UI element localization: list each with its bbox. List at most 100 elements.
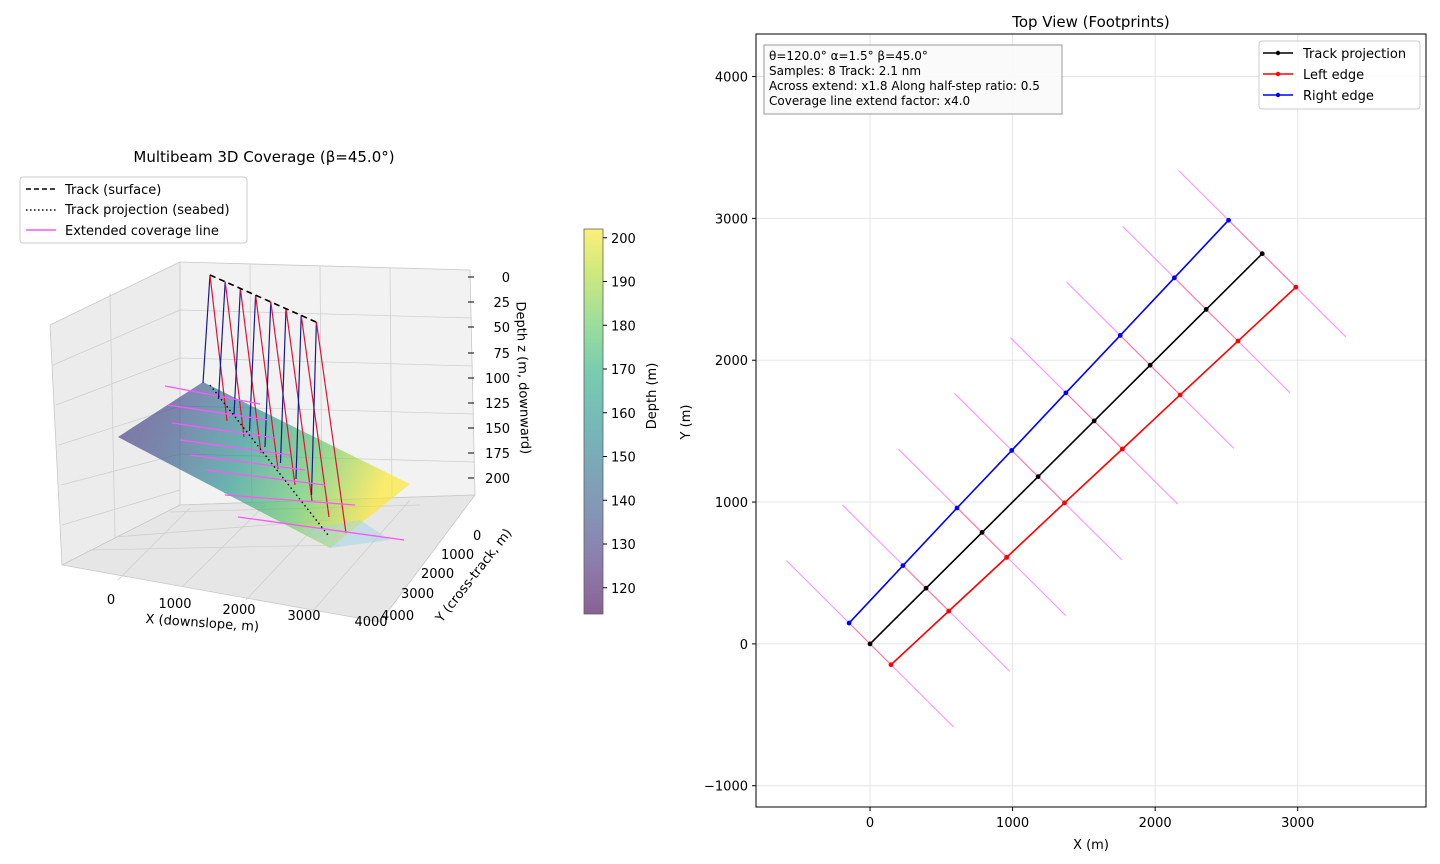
- legend-label: Left edge: [1303, 68, 1364, 83]
- pane-grid-line: [179, 357, 474, 367]
- pane-grid-line: [49, 261, 181, 326]
- beam-right-line: [315, 321, 347, 534]
- colorbar-tick-label: 130: [611, 538, 636, 553]
- x-tick-labels: 0 1000 2000 3000 4000: [107, 593, 388, 630]
- x-tick-label: 2000: [222, 603, 255, 618]
- track-seabed-line: [209, 384, 329, 536]
- beam-left-line: [295, 315, 302, 480]
- beam-right-line: [285, 308, 313, 502]
- grid-lines: [756, 34, 1426, 807]
- colorbar-tick-label: 160: [611, 407, 636, 422]
- y-tick-label: 2000: [421, 567, 454, 582]
- left-edge-point: [946, 608, 952, 614]
- colorbar-ticks: 120 130 140 150 160 170 180 190 200: [603, 232, 636, 597]
- track-projection-point: [1259, 251, 1265, 257]
- legend-frame: [1258, 40, 1421, 110]
- legend-label: Track projection (seabed): [64, 203, 230, 218]
- legend-label: Extended coverage line: [65, 224, 219, 239]
- beam-left-line: [248, 295, 257, 432]
- colorbar-tick-label: 170: [611, 363, 636, 378]
- y-tick-label: 4000: [381, 609, 414, 624]
- extended-coverage-line: [204, 469, 326, 486]
- y-axis-label-top-view: Y (m): [679, 405, 694, 441]
- info-line: Samples: 8 Track: 2.1 nm: [769, 64, 921, 78]
- legend-marker: [1275, 71, 1281, 77]
- beam-right-line: [239, 288, 262, 454]
- colorbar-tick-label: 120: [611, 582, 636, 597]
- extended-coverage-line: [189, 454, 306, 471]
- left-edge-point: [1235, 338, 1241, 344]
- pane-grid-line: [52, 309, 181, 366]
- left-edge-line: [890, 286, 1297, 666]
- axis-ticks: 0 1000 2000 3000 −1000 0 1000 2000 3000 4000: [704, 71, 1314, 831]
- pane-grid-line: [109, 292, 116, 538]
- extended-coverage-line: [224, 494, 356, 506]
- z-tick-label: 25: [493, 296, 510, 311]
- track-projection-point: [1203, 307, 1209, 312]
- extended-coverage-line: [171, 422, 277, 439]
- right-edge-point: [1226, 217, 1231, 223]
- y-tick-label: 0: [740, 638, 748, 653]
- colorbar-tick-label: 150: [611, 451, 636, 466]
- x-tick-label: 0: [866, 816, 874, 831]
- right-legend: Track projection Left edge Right edge: [1258, 40, 1421, 110]
- plot-frame: [755, 33, 1427, 808]
- right-edge-point: [900, 563, 906, 568]
- left-edge-point: [1004, 554, 1010, 560]
- pane-grid-line: [310, 499, 411, 614]
- left-edge-point: [888, 662, 894, 668]
- y-tick-label: −1000: [704, 780, 748, 795]
- legend-label: Right edge: [1303, 89, 1374, 104]
- z-tick-label: 100: [485, 372, 510, 387]
- colorbar: [583, 228, 604, 615]
- extended-coverage-lines-3d: [164, 385, 405, 541]
- extended-coverage-line: [237, 516, 405, 541]
- right-plot-title: Top View (Footprints): [1011, 13, 1170, 31]
- z-axis-label: Depth z (m, downward): [512, 301, 532, 454]
- y-tick-label: 2000: [715, 354, 748, 369]
- legend-label: Track projection: [1302, 47, 1406, 62]
- extended-coverage-line: [164, 385, 261, 405]
- beam-right-line: [255, 295, 279, 470]
- beam-left-line: [279, 308, 287, 464]
- track-projection-point: [979, 530, 985, 535]
- left-plot-title: Multibeam 3D Coverage (β=45.0°): [133, 148, 394, 166]
- legend-marker: [1275, 50, 1281, 56]
- z-tick-label: 175: [485, 447, 510, 462]
- legend-frame: [19, 176, 248, 244]
- pane-grid-line: [117, 507, 191, 581]
- colorbar-tick-label: 180: [611, 319, 636, 334]
- extended-coverage-line: [179, 439, 291, 456]
- z-ticks: 0 25 50 75 100 125 150 175 200: [468, 271, 510, 487]
- z-tick-label: 125: [485, 397, 510, 412]
- colorbar-tick-label: 140: [611, 494, 636, 509]
- info-line: Across extend: x1.8 Along half-step rati…: [769, 79, 1040, 93]
- right-edge-point: [954, 505, 960, 511]
- z-tick-label: 0: [502, 271, 510, 286]
- x-tick-label: 4000: [354, 615, 387, 630]
- z-tick-label: 150: [485, 422, 510, 437]
- extended-coverage-line: [167, 404, 269, 421]
- right-edge-point: [1009, 448, 1015, 453]
- track-projection-point: [1091, 418, 1097, 424]
- beam-left-line: [202, 274, 211, 384]
- x-tick-label: 1000: [158, 597, 191, 612]
- right-edge-point: [1063, 390, 1069, 396]
- y-tick-label: 1000: [715, 496, 748, 511]
- y-tick-label: 1000: [441, 548, 474, 563]
- right-edge-point: [846, 620, 852, 626]
- colorbar-tick-label: 190: [611, 276, 636, 291]
- beam-lines: [202, 274, 347, 534]
- x-axis-label-top-view: X (m): [1073, 838, 1109, 853]
- info-box-frame: [763, 44, 1063, 115]
- legend-label: Track (surface): [64, 183, 161, 198]
- legend-marker: [1275, 92, 1281, 98]
- pane-grid-line: [55, 357, 181, 406]
- beam-left-line: [310, 321, 317, 496]
- track-projection-point: [1035, 474, 1041, 480]
- x-tick-label: 2000: [1139, 816, 1172, 831]
- pane-grid-line: [60, 453, 181, 486]
- z-tick-label: 200: [485, 472, 510, 487]
- left-3d-plot: Multibeam 3D Coverage (β=45.0°) 0 1000 2…: [19, 148, 660, 635]
